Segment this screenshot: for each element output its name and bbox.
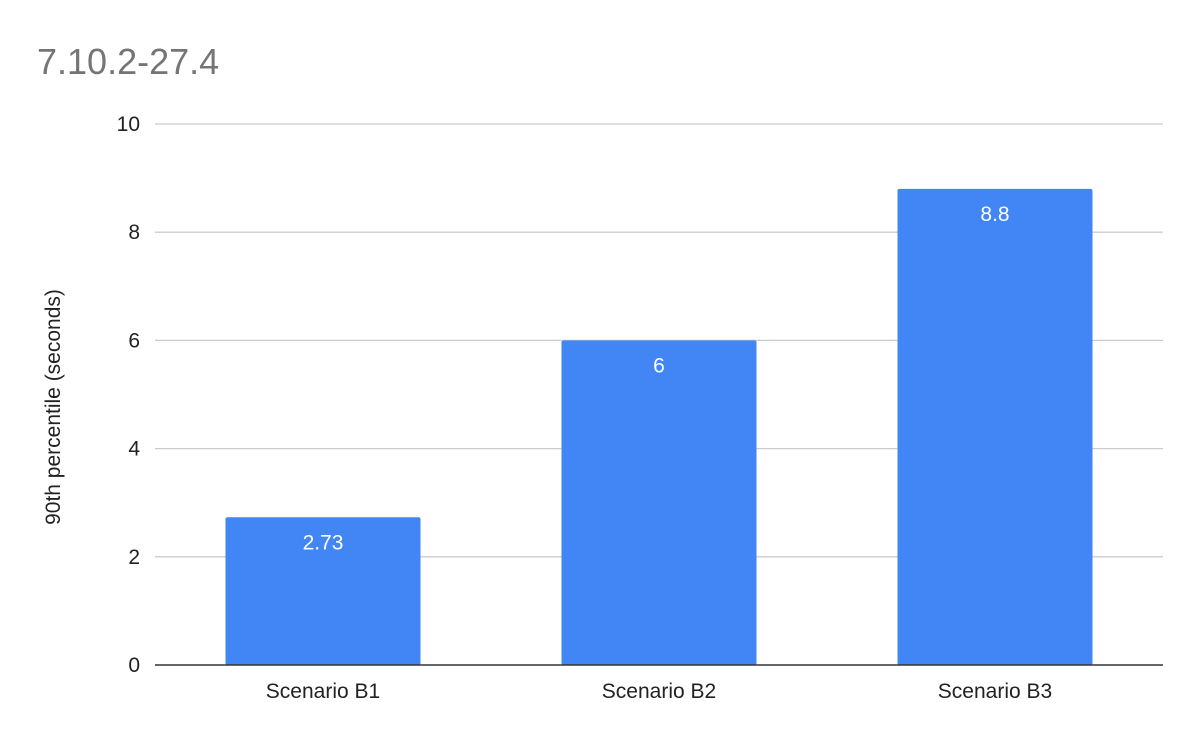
bar: [561, 340, 757, 665]
y-axis-ticks: 0 2 4 6 8 10: [117, 113, 141, 677]
data-labels: 2.73 6 8.8: [303, 203, 1010, 554]
y-axis-label: 90th percentile (seconds): [42, 289, 65, 525]
x-tick-label: Scenario B3: [938, 680, 1052, 703]
data-label: 6: [653, 354, 665, 377]
bar: [897, 188, 1093, 666]
y-tick-label: 8: [128, 221, 140, 244]
y-tick-label: 2: [128, 546, 140, 569]
x-axis-ticks: Scenario B1 Scenario B2 Scenario B3: [266, 680, 1052, 703]
data-label: 8.8: [980, 203, 1009, 226]
chart-title: 7.10.2-27.4: [37, 41, 219, 82]
data-label: 2.73: [303, 531, 344, 554]
bar: [225, 517, 421, 665]
bars: [225, 188, 1093, 666]
x-tick-label: Scenario B2: [602, 680, 716, 703]
y-tick-label: 0: [128, 654, 140, 677]
y-tick-label: 4: [128, 438, 140, 461]
y-tick-label: 10: [117, 113, 140, 136]
x-tick-label: Scenario B1: [266, 680, 380, 703]
y-tick-label: 6: [128, 329, 140, 352]
